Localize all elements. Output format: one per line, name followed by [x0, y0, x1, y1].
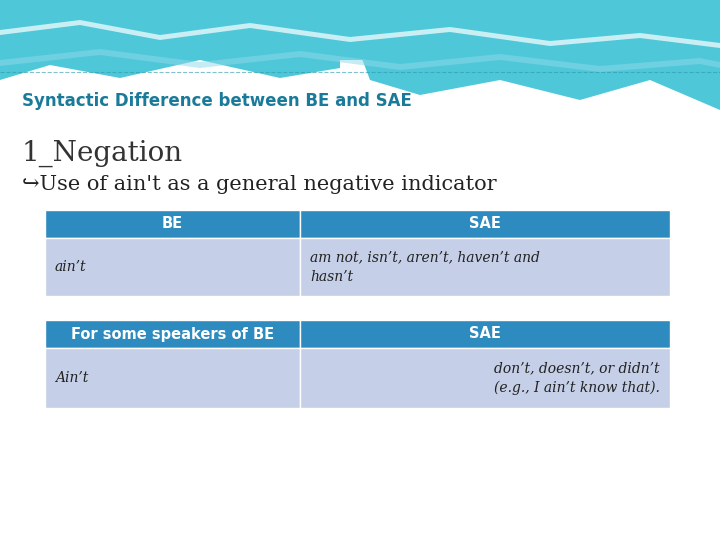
Text: Syntactic Difference between BE and SAE: Syntactic Difference between BE and SAE: [22, 92, 412, 110]
Bar: [0, 60, 720, 540]
Text: don’t, doesn’t, or didn’t
(e.g., I ain’t know that).: don’t, doesn’t, or didn’t (e.g., I ain’t…: [494, 361, 660, 395]
Polygon shape: [0, 0, 720, 43]
FancyBboxPatch shape: [300, 320, 670, 348]
Bar: [0, 0, 720, 80]
Text: am not, isn’t, aren’t, haven’t and
hasn’t: am not, isn’t, aren’t, haven’t and hasn’…: [310, 250, 540, 284]
Polygon shape: [340, 0, 720, 110]
Text: SAE: SAE: [469, 327, 501, 341]
Text: ↪Use of ain't as a general negative indicator: ↪Use of ain't as a general negative indi…: [22, 175, 497, 194]
FancyBboxPatch shape: [45, 348, 300, 408]
FancyBboxPatch shape: [300, 238, 670, 296]
Polygon shape: [0, 0, 340, 80]
FancyBboxPatch shape: [300, 210, 670, 238]
Polygon shape: [0, 20, 720, 48]
FancyBboxPatch shape: [45, 210, 300, 238]
Text: 1_Negation: 1_Negation: [22, 140, 183, 167]
FancyBboxPatch shape: [45, 238, 300, 296]
Polygon shape: [0, 49, 720, 72]
Text: ain’t: ain’t: [55, 260, 86, 274]
Text: Ain’t: Ain’t: [55, 371, 89, 385]
FancyBboxPatch shape: [45, 320, 300, 348]
Text: BE: BE: [162, 217, 183, 232]
Text: SAE: SAE: [469, 217, 501, 232]
Text: For some speakers of BE: For some speakers of BE: [71, 327, 274, 341]
FancyBboxPatch shape: [300, 348, 670, 408]
